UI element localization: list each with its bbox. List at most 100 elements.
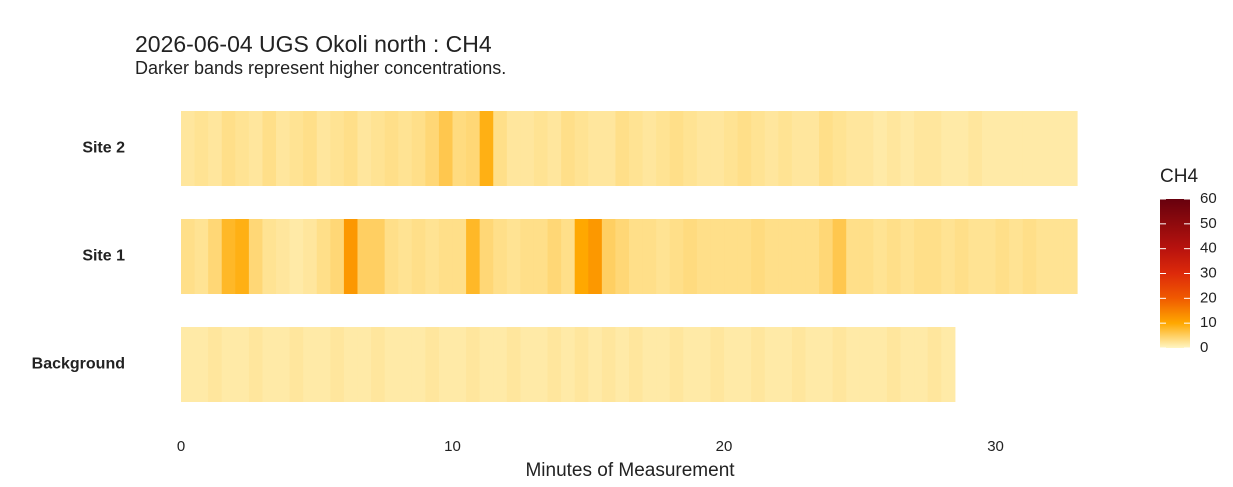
colorbar-tick-label: 10 xyxy=(1200,314,1217,331)
x-tick-label: 10 xyxy=(444,438,461,455)
heat-cell xyxy=(791,327,807,402)
heat-cell xyxy=(819,327,834,402)
heat-cell xyxy=(778,111,793,186)
heat-cell xyxy=(914,327,929,402)
heat-cell xyxy=(371,327,386,402)
heat-cell xyxy=(289,327,304,402)
heat-cell xyxy=(819,219,834,294)
heat-cell xyxy=(588,219,603,294)
heat-cell xyxy=(289,219,304,294)
x-tick-label: 30 xyxy=(987,438,1004,455)
heat-cell xyxy=(235,219,250,294)
heat-cell xyxy=(1063,111,1078,186)
heat-cell xyxy=(683,111,698,186)
heat-cell xyxy=(805,111,820,186)
heat-cell xyxy=(357,219,372,294)
heat-cell xyxy=(1036,219,1051,294)
heat-cell xyxy=(873,111,888,186)
row-label: Site 2 xyxy=(82,140,125,157)
heat-cell xyxy=(656,219,671,294)
heat-cell xyxy=(1049,111,1065,186)
heat-cell xyxy=(506,327,521,402)
heat-cell xyxy=(724,219,739,294)
heat-cell xyxy=(941,111,956,186)
heat-cell xyxy=(656,327,671,402)
colorbar-tick-label: 50 xyxy=(1200,215,1217,232)
heat-cell xyxy=(737,111,752,186)
heat-cell xyxy=(194,219,209,294)
heat-cell xyxy=(248,327,264,402)
heat-cell xyxy=(1022,111,1037,186)
heat-cell xyxy=(371,219,386,294)
heat-cell xyxy=(642,327,657,402)
heat-cell xyxy=(900,327,915,402)
chart-subtitle: Darker bands represent higher concentrat… xyxy=(135,58,506,78)
heat-cell xyxy=(683,327,698,402)
heat-cell xyxy=(547,327,562,402)
heat-cell xyxy=(914,219,929,294)
heat-cell xyxy=(425,219,440,294)
heat-cell xyxy=(425,327,440,402)
heat-cell xyxy=(601,111,617,186)
heat-cell xyxy=(873,219,888,294)
heat-cell xyxy=(588,327,603,402)
heat-cell xyxy=(669,327,684,402)
heat-cell xyxy=(819,111,834,186)
heat-cell xyxy=(221,327,236,402)
heat-cell xyxy=(968,111,983,186)
heat-cell xyxy=(574,327,589,402)
heat-cell xyxy=(384,327,399,402)
heat-cell xyxy=(343,219,359,294)
heat-cell xyxy=(859,327,874,402)
heat-cell xyxy=(493,327,508,402)
row-label: Background xyxy=(32,356,125,373)
heat-cell xyxy=(846,219,861,294)
heat-cell xyxy=(330,327,345,402)
heat-cell xyxy=(357,327,372,402)
heat-cell xyxy=(343,327,359,402)
heat-cell xyxy=(1009,219,1024,294)
heat-cell xyxy=(601,327,617,402)
heat-cell xyxy=(533,327,549,402)
heat-cell xyxy=(384,111,399,186)
heat-cell xyxy=(181,327,196,402)
heat-cell xyxy=(805,327,820,402)
heat-cell xyxy=(506,111,521,186)
heat-cell xyxy=(710,219,725,294)
heat-cell xyxy=(248,111,264,186)
colorbar-tick-label: 0 xyxy=(1200,339,1208,356)
heat-cell xyxy=(330,219,345,294)
heat-cell xyxy=(181,219,196,294)
heat-cell xyxy=(452,219,467,294)
heat-cell xyxy=(615,327,630,402)
heat-cell xyxy=(968,219,983,294)
x-tick-label: 0 xyxy=(177,438,185,455)
heat-cell xyxy=(791,219,807,294)
heat-cell xyxy=(533,111,549,186)
heat-cell xyxy=(995,219,1010,294)
heat-cell xyxy=(764,219,779,294)
x-axis-title: Minutes of Measurement xyxy=(525,460,735,481)
heat-cell xyxy=(425,111,440,186)
heat-cell xyxy=(846,111,861,186)
heat-cell xyxy=(859,111,874,186)
heat-cell xyxy=(276,111,291,186)
heat-cell xyxy=(764,327,779,402)
chart-title: 2026-06-04 UGS Okoli north : CH4 xyxy=(135,31,492,57)
heat-cell xyxy=(316,327,331,402)
heat-cell xyxy=(683,219,698,294)
heat-cell xyxy=(588,111,603,186)
heat-cell xyxy=(574,111,589,186)
heat-cell xyxy=(669,111,684,186)
heat-cell xyxy=(914,111,929,186)
heat-cell xyxy=(656,111,671,186)
heat-cell xyxy=(384,219,399,294)
heat-cell xyxy=(981,219,997,294)
heat-cell xyxy=(805,219,820,294)
heat-cell xyxy=(900,111,915,186)
x-tick-label: 20 xyxy=(716,438,733,455)
heat-cell xyxy=(493,219,508,294)
heat-cell xyxy=(316,111,331,186)
heat-cell xyxy=(873,327,888,402)
heat-cell xyxy=(520,111,535,186)
